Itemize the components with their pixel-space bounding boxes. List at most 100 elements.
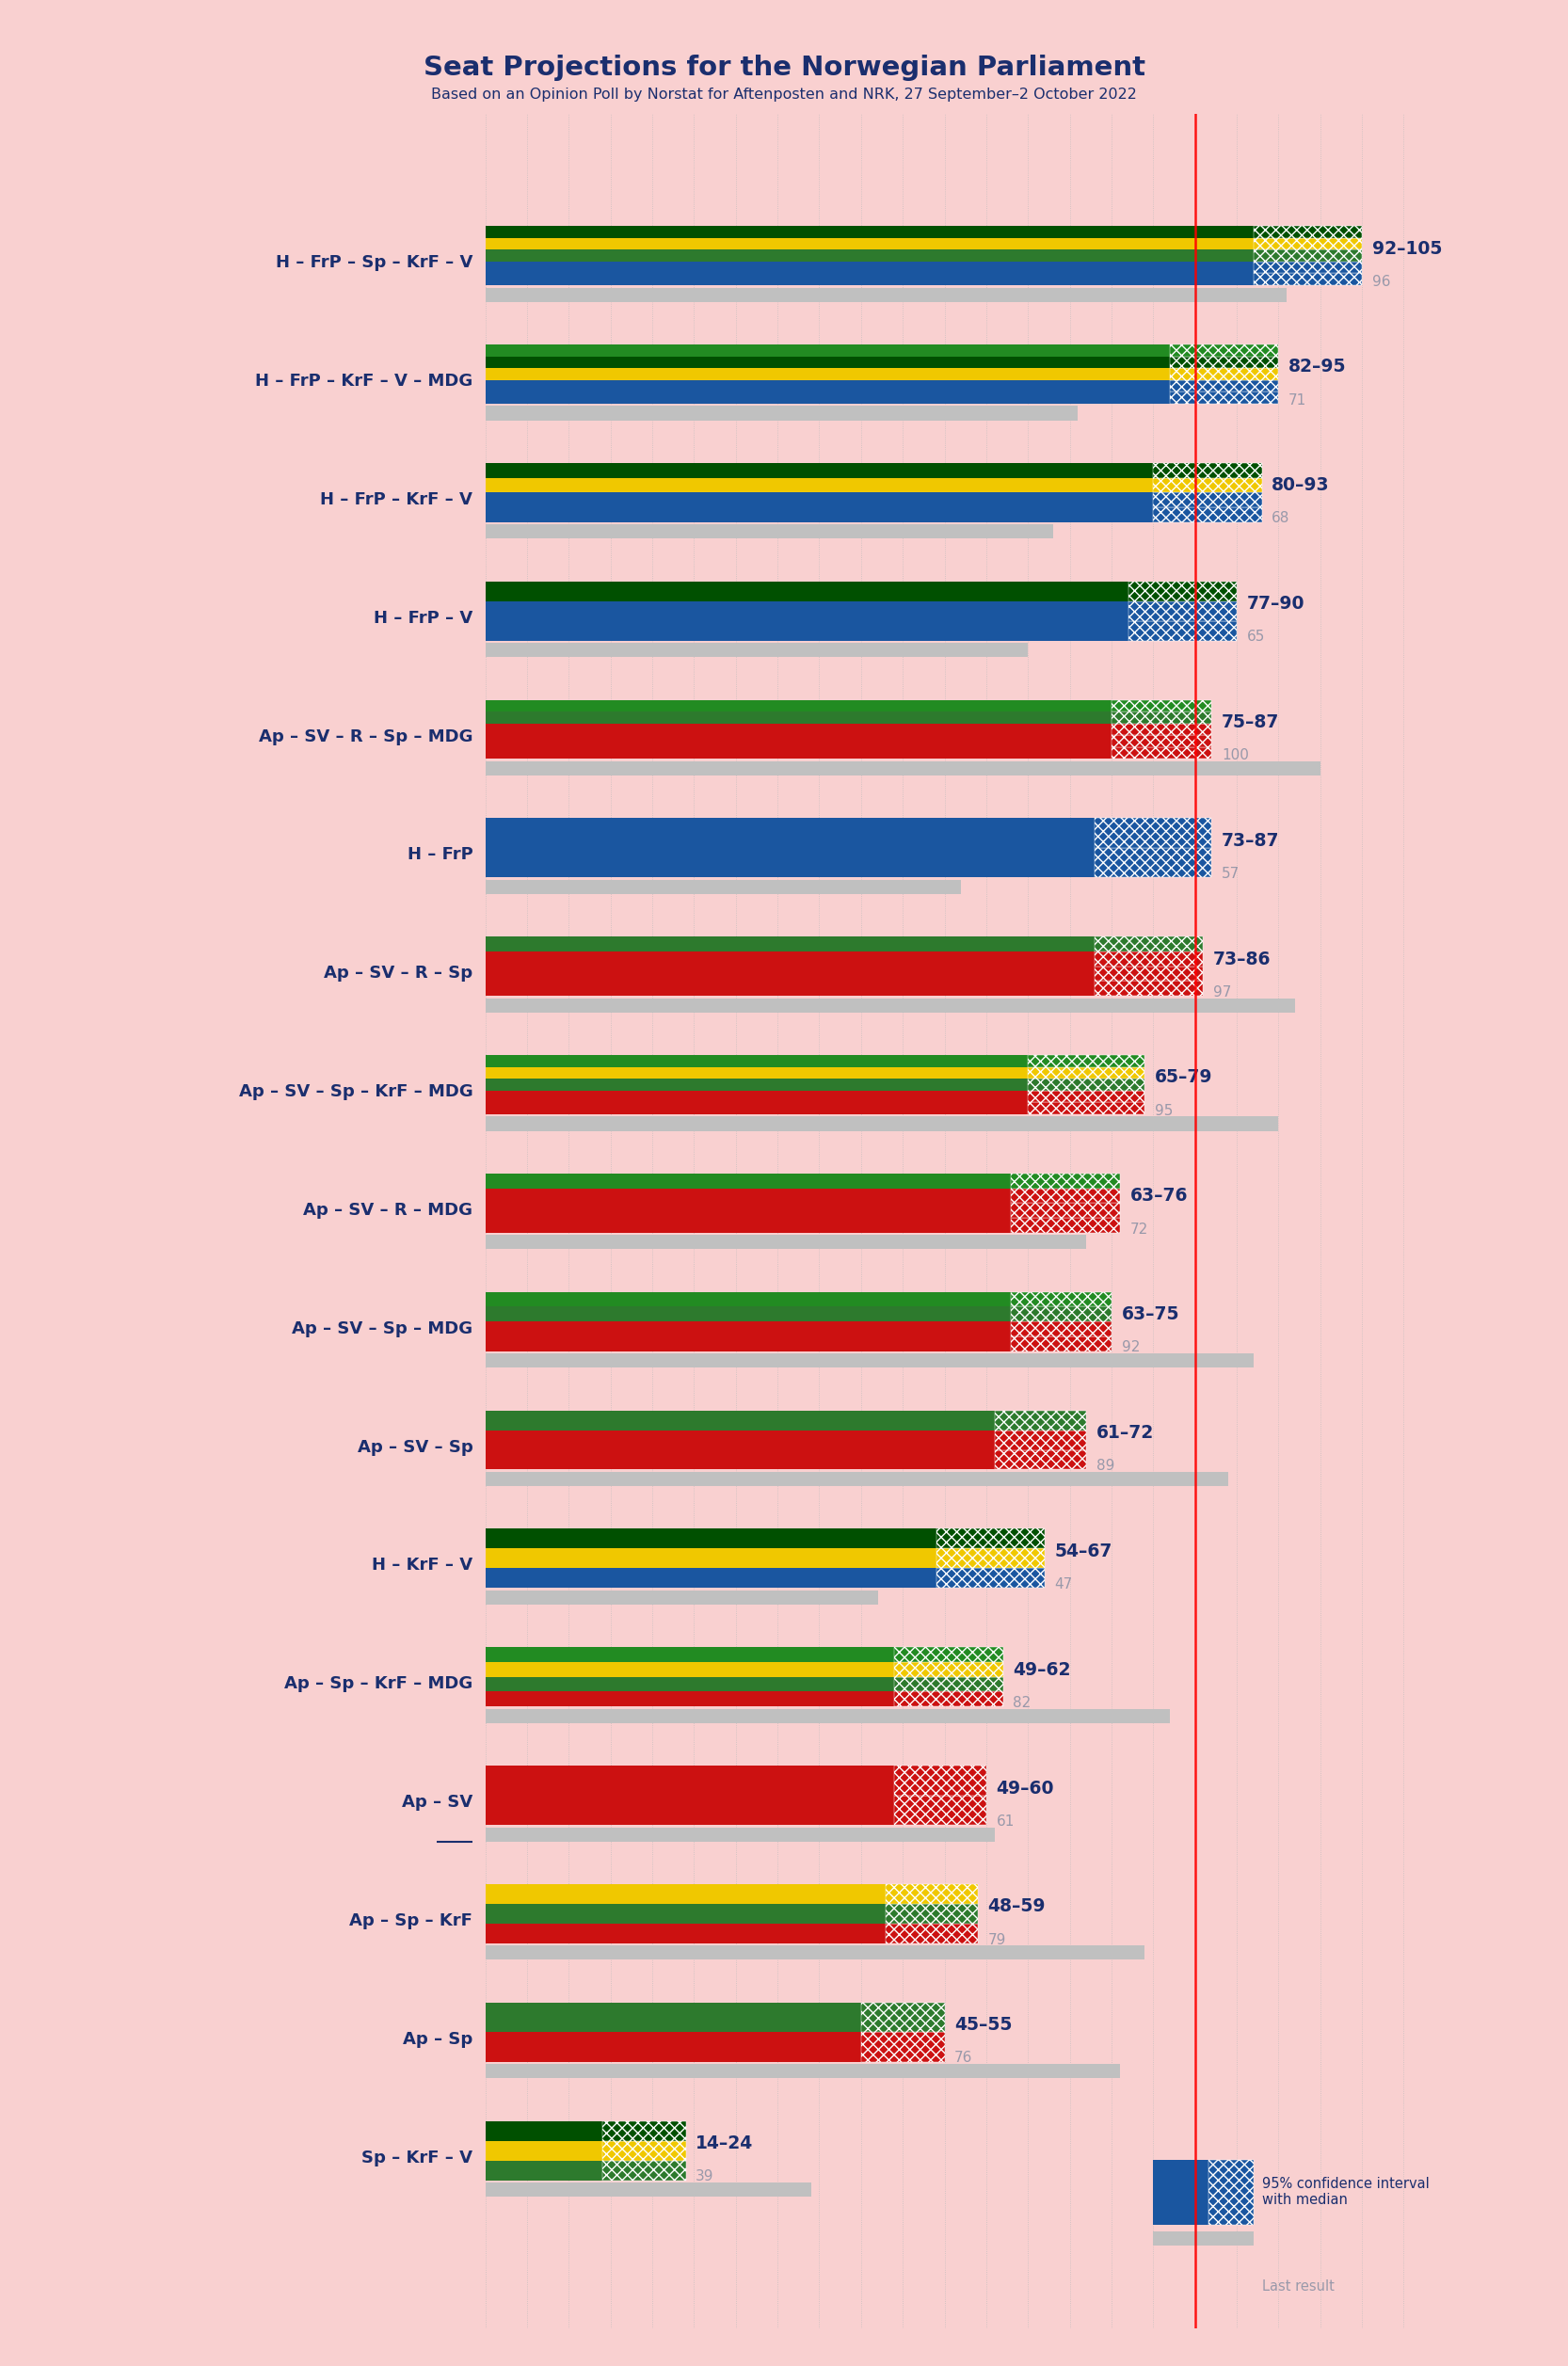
Bar	[1152, 2231, 1253, 2245]
Bar	[486, 381, 1170, 393]
Bar	[486, 736, 1112, 748]
Text: 63–75: 63–75	[1121, 1306, 1179, 1323]
Text: 71: 71	[1289, 393, 1306, 407]
Bar	[486, 357, 1170, 369]
Text: Ap – SV – R – MDG: Ap – SV – R – MDG	[303, 1202, 474, 1218]
Bar	[486, 1924, 886, 1942]
Bar	[486, 1103, 1029, 1114]
Bar	[486, 1188, 1011, 1202]
Bar	[486, 1661, 894, 1677]
Bar	[1011, 1218, 1120, 1233]
Text: 39: 39	[696, 2170, 713, 2184]
Text: Ap – SV – Sp – KrF – MDG: Ap – SV – Sp – KrF – MDG	[238, 1084, 474, 1100]
Bar	[486, 407, 1079, 421]
Bar	[486, 1677, 894, 1692]
Bar	[1029, 1079, 1145, 1091]
Text: Ap – Sp: Ap – Sp	[403, 2030, 474, 2047]
Bar	[1011, 1292, 1112, 1306]
Bar	[1127, 582, 1237, 601]
Bar	[1112, 712, 1212, 724]
Bar	[1253, 251, 1363, 263]
Text: Ap – SV – R – Sp – MDG: Ap – SV – R – Sp – MDG	[259, 729, 474, 745]
Text: 73–87: 73–87	[1221, 833, 1279, 849]
Bar	[486, 1323, 1011, 1337]
Bar	[486, 1429, 994, 1450]
Bar	[1127, 601, 1237, 620]
Bar	[486, 1450, 994, 1469]
Bar	[486, 1306, 1011, 1323]
Bar	[486, 525, 1054, 539]
Bar	[894, 1796, 986, 1824]
Bar	[1170, 369, 1278, 381]
Bar	[1253, 227, 1363, 239]
Bar	[486, 1174, 1011, 1188]
Bar	[1170, 345, 1278, 357]
Bar	[486, 998, 1295, 1013]
Bar	[486, 700, 1112, 712]
Bar	[886, 1905, 978, 1924]
Bar	[1094, 951, 1203, 965]
Text: 48–59: 48–59	[988, 1898, 1046, 1916]
Bar	[1152, 2160, 1209, 2224]
Text: 49–60: 49–60	[996, 1779, 1054, 1798]
Bar	[1011, 1323, 1112, 1337]
Bar	[602, 2120, 685, 2141]
Bar	[486, 712, 1112, 724]
Bar	[486, 393, 1170, 405]
Text: 47: 47	[1055, 1578, 1073, 1592]
Text: Based on an Opinion Poll by Norstat for Aftenposten and NRK, 27 September–2 Octo: Based on an Opinion Poll by Norstat for …	[431, 88, 1137, 102]
Bar	[602, 2141, 685, 2160]
Bar	[1170, 393, 1278, 405]
Text: 65–79: 65–79	[1156, 1069, 1212, 1086]
Bar	[602, 2160, 685, 2179]
Text: 77–90: 77–90	[1247, 594, 1305, 613]
Text: 82: 82	[1013, 1696, 1032, 1711]
Text: 95: 95	[1156, 1103, 1173, 1117]
Text: 82–95: 82–95	[1289, 357, 1347, 376]
Bar	[1112, 724, 1212, 736]
Bar	[486, 620, 1127, 641]
Bar	[486, 1569, 936, 1588]
Text: 80–93: 80–93	[1272, 476, 1330, 494]
Bar	[894, 1677, 1004, 1692]
Bar	[1011, 1306, 1112, 1323]
Text: Ap – SV: Ap – SV	[401, 1793, 474, 1810]
Bar	[486, 1235, 1087, 1249]
Text: 61–72: 61–72	[1096, 1424, 1154, 1441]
Bar	[486, 1067, 1029, 1079]
Bar	[861, 2002, 944, 2032]
Bar	[1112, 748, 1212, 759]
Bar	[1029, 1091, 1145, 1103]
Text: 92: 92	[1121, 1342, 1140, 1356]
Bar	[936, 1569, 1044, 1588]
Bar	[1011, 1337, 1112, 1351]
Bar	[994, 1410, 1087, 1429]
Text: 79: 79	[988, 1933, 1007, 1947]
Bar	[936, 1528, 1044, 1547]
Bar	[486, 1796, 894, 1824]
Bar	[486, 2002, 861, 2032]
Bar	[1094, 937, 1203, 951]
Text: 75–87: 75–87	[1221, 712, 1279, 731]
Text: H – FrP – V: H – FrP – V	[373, 610, 474, 627]
Text: 49–62: 49–62	[1013, 1661, 1071, 1677]
Bar	[486, 1218, 1011, 1233]
Text: H – FrP – KrF – V – MDG: H – FrP – KrF – V – MDG	[256, 374, 474, 390]
Bar	[486, 2120, 602, 2141]
Bar	[486, 239, 1253, 251]
Bar	[486, 274, 1253, 286]
Bar	[486, 1827, 994, 1841]
Text: 61: 61	[996, 1815, 1014, 1829]
Bar	[1029, 1055, 1145, 1067]
Text: 65: 65	[1247, 629, 1265, 644]
Bar	[486, 1692, 894, 1706]
Bar	[1253, 274, 1363, 286]
Bar	[486, 2160, 602, 2179]
Bar	[894, 1765, 986, 1796]
Bar	[486, 937, 1094, 951]
Bar	[1170, 357, 1278, 369]
Bar	[486, 582, 1127, 601]
Bar	[486, 762, 1320, 776]
Bar	[1209, 2160, 1253, 2224]
Bar	[1152, 506, 1262, 523]
